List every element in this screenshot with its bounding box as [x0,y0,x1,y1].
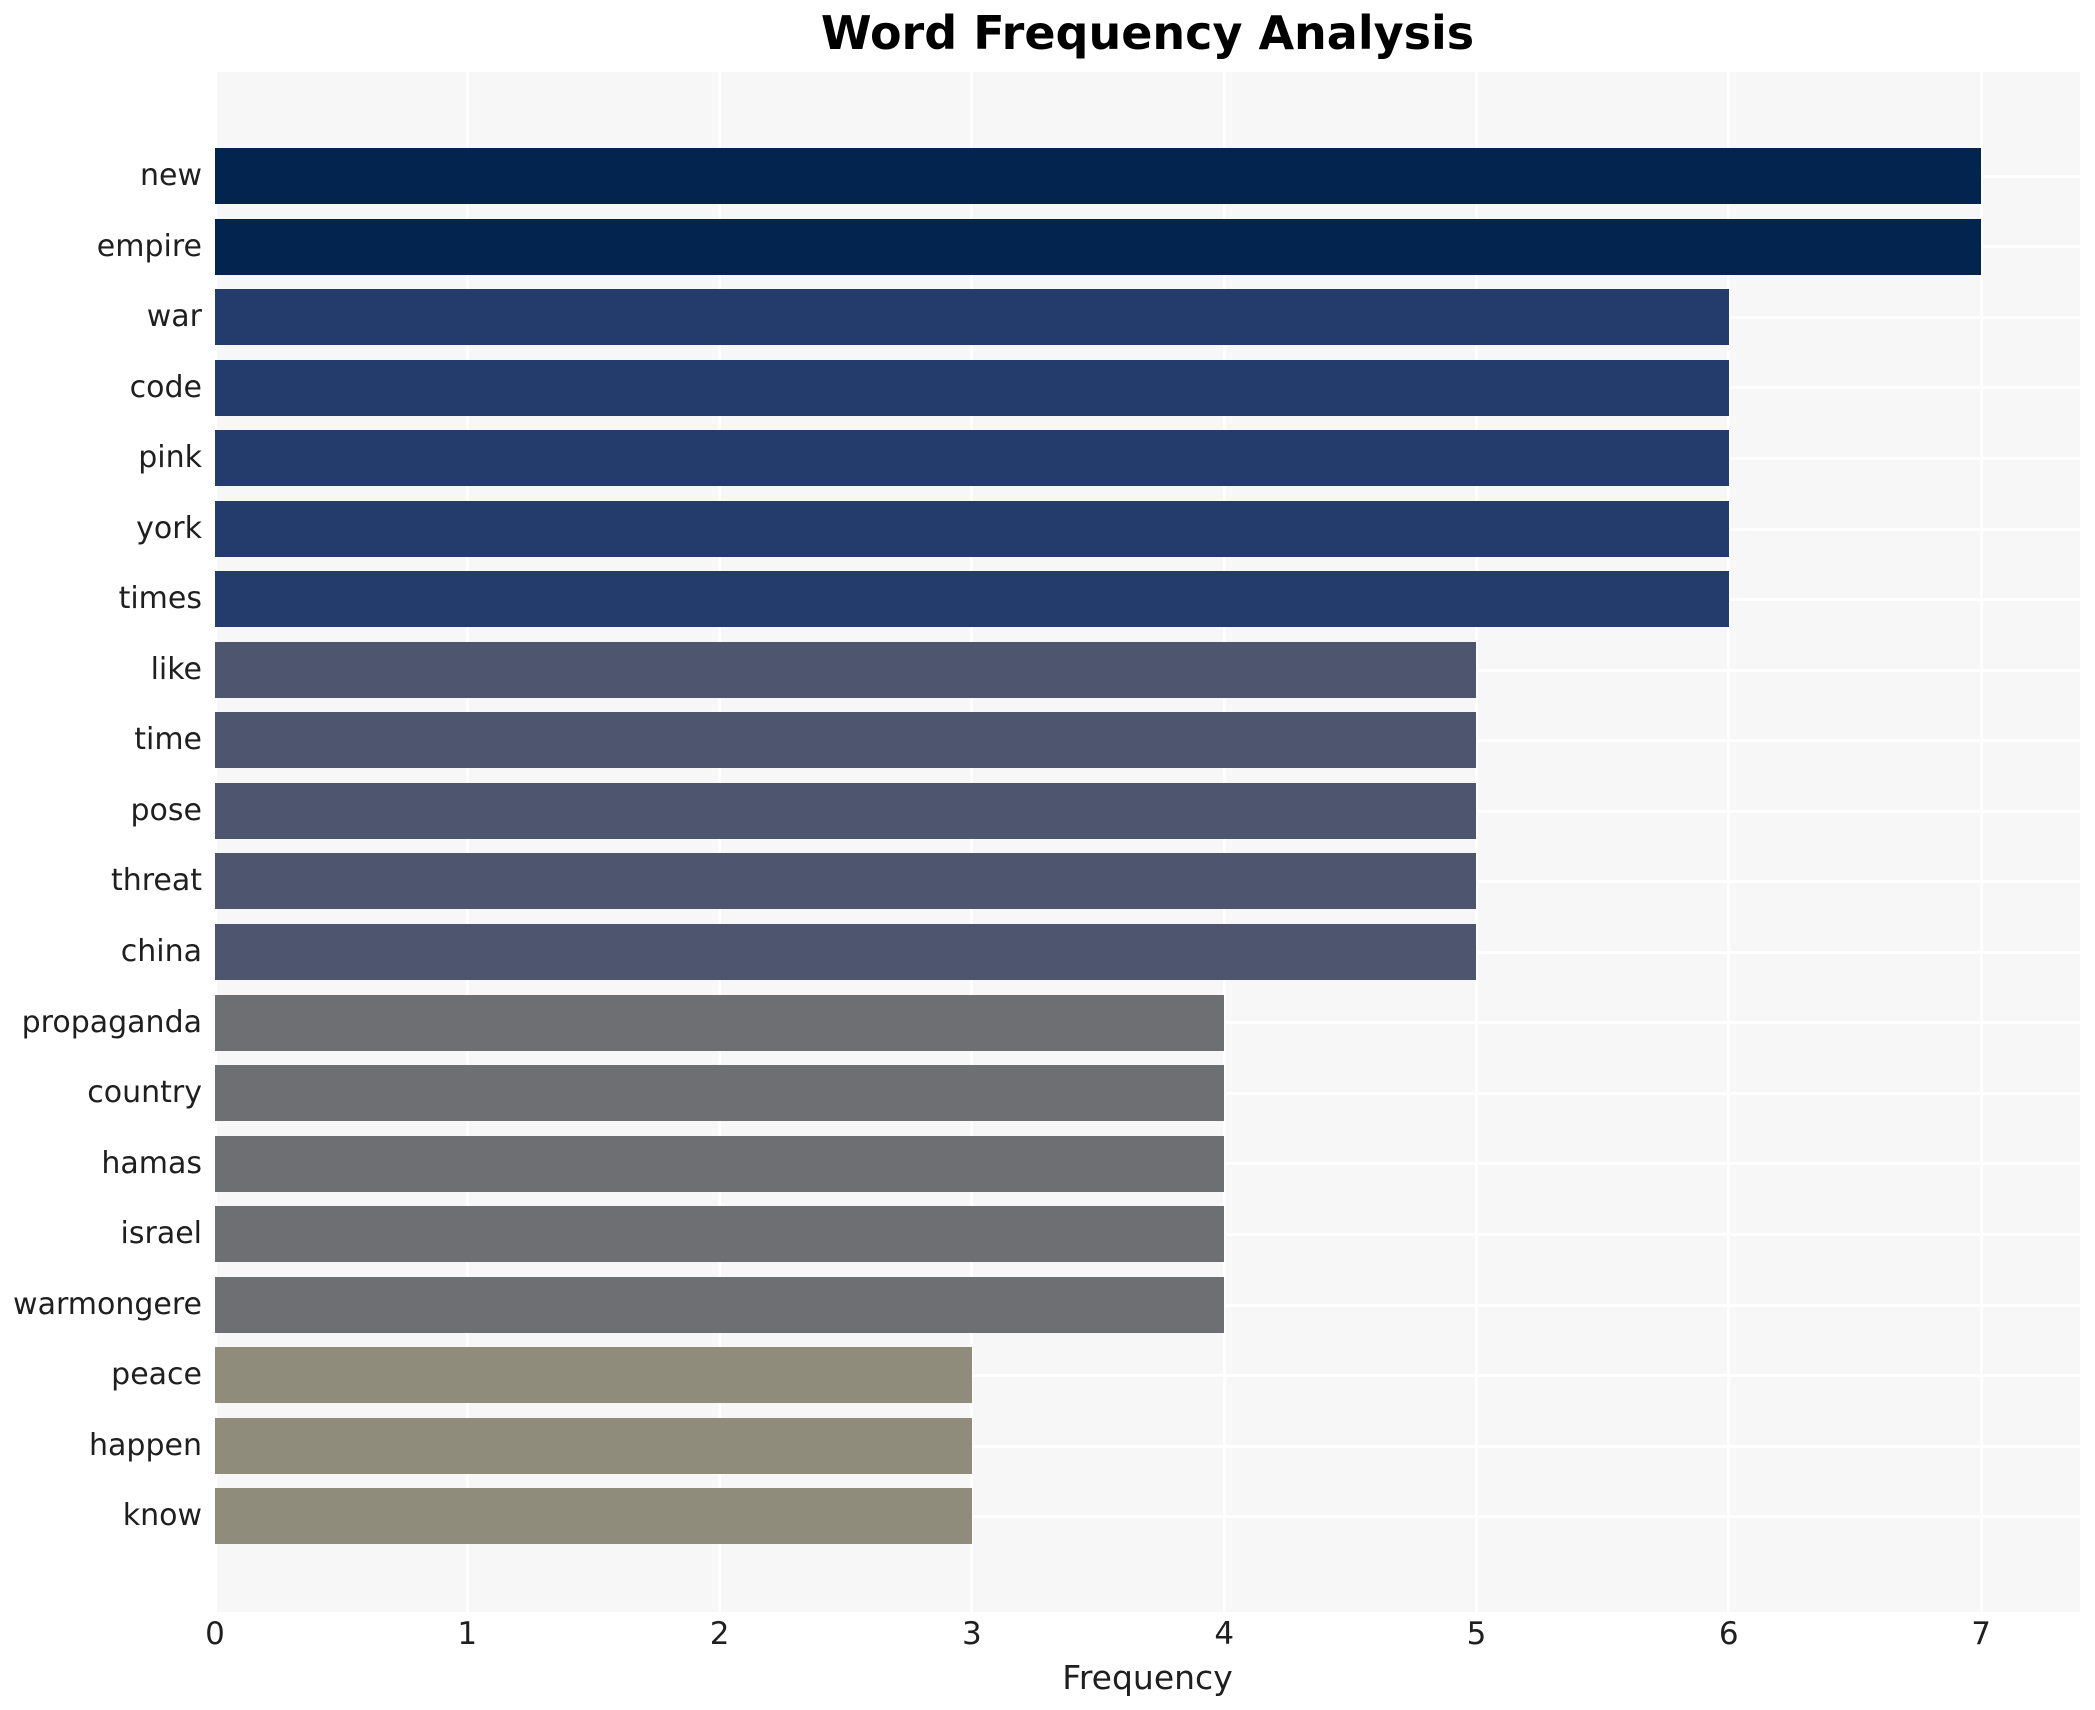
y-tick-label: new [139,158,202,193]
horizontal-gridline [215,1515,2080,1519]
plot-area [213,72,2080,1612]
bar-row [215,635,2080,706]
bar-row [215,1481,2080,1552]
vertical-gridline [1727,72,1731,1612]
bar-new [215,148,1982,204]
bar-israel [215,1206,1225,1263]
y-tick-label: like [150,651,202,687]
horizontal-gridline [215,1374,2080,1378]
vertical-gridline [1474,72,1478,1612]
y-tick-label: time [134,722,202,758]
bar-times [215,571,1729,628]
y-tick-label: pose [130,792,202,828]
vertical-gridline [718,72,722,1612]
y-tick-label: happen [89,1427,202,1463]
y-tick-label: code [129,369,202,405]
bar-row [215,846,2080,917]
y-tick-label: israel [120,1216,202,1252]
bar-york [215,500,1729,557]
y-tick-label: york [136,510,202,546]
x-tick-label: 5 [1466,1616,1487,1652]
bar-row [215,423,2080,494]
y-tick-label: china [120,934,202,970]
y-tick-label: empire [96,228,202,264]
bar-row [215,1411,2080,1482]
bar-like [215,641,1477,698]
bar-peace [215,1347,972,1404]
x-tick-label: 1 [457,1616,478,1652]
bar-hamas [215,1135,1225,1192]
bar-pose [215,782,1477,839]
x-axis-label: Frequency [1062,1658,1233,1697]
bar-empire [215,218,1982,275]
bar-code [215,359,1729,416]
bar-know [215,1488,972,1545]
bar-row [215,1199,2080,1270]
x-tick-label: 7 [1971,1616,1991,1652]
bar-row [215,1129,2080,1200]
bar-row [215,776,2080,847]
y-tick-label: war [146,299,202,335]
chart-title: Word Frequency Analysis [820,6,1475,60]
y-tick-label: propaganda [21,1004,202,1040]
bar-row [215,1058,2080,1129]
y-tick-label: know [122,1498,202,1534]
bar-time [215,712,1477,769]
bar-row [215,494,2080,565]
y-tick-label: peace [111,1357,202,1393]
bar-war [215,289,1729,346]
bar-row [215,212,2080,283]
bar-row [215,988,2080,1059]
bar-threat [215,853,1477,910]
y-tick-label: warmongere [13,1286,202,1322]
x-axis-tick-labels: 0 1 2 3 4 5 6 7 [205,1616,2080,1656]
bar-row [215,282,2080,353]
bar-row [215,1340,2080,1411]
bar-row [215,353,2080,424]
x-tick-label: 3 [962,1616,982,1652]
bar-china [215,924,1477,981]
bar-row [215,564,2080,635]
vertical-gridline [465,72,469,1612]
bar-propaganda [215,994,1225,1051]
bar-warmongere [215,1276,1225,1333]
bar-country [215,1065,1225,1122]
vertical-gridline [1979,72,1983,1612]
bar-row [215,141,2080,212]
x-tick-label: 6 [1718,1616,1739,1652]
vertical-gridline [970,72,974,1612]
vertical-gridline [1222,72,1226,1612]
x-tick-label: 2 [709,1616,730,1652]
y-tick-label: threat [110,863,202,899]
y-tick-label: country [87,1075,202,1111]
bar-rows [215,141,2080,1552]
y-tick-label: pink [138,440,202,476]
bar-row [215,917,2080,988]
horizontal-gridline [215,1444,2080,1448]
bar-row [215,705,2080,776]
y-tick-label: hamas [101,1145,202,1181]
x-tick-label: 4 [1214,1616,1235,1652]
y-tick-label: times [118,581,202,617]
bar-happen [215,1417,972,1474]
bar-pink [215,430,1729,487]
x-tick-label: 0 [205,1616,225,1652]
y-axis-tick-labels: new empire war code pink york times like time pos… [0,141,202,1552]
bar-row [215,1270,2080,1341]
vertical-gridline [213,72,217,1612]
